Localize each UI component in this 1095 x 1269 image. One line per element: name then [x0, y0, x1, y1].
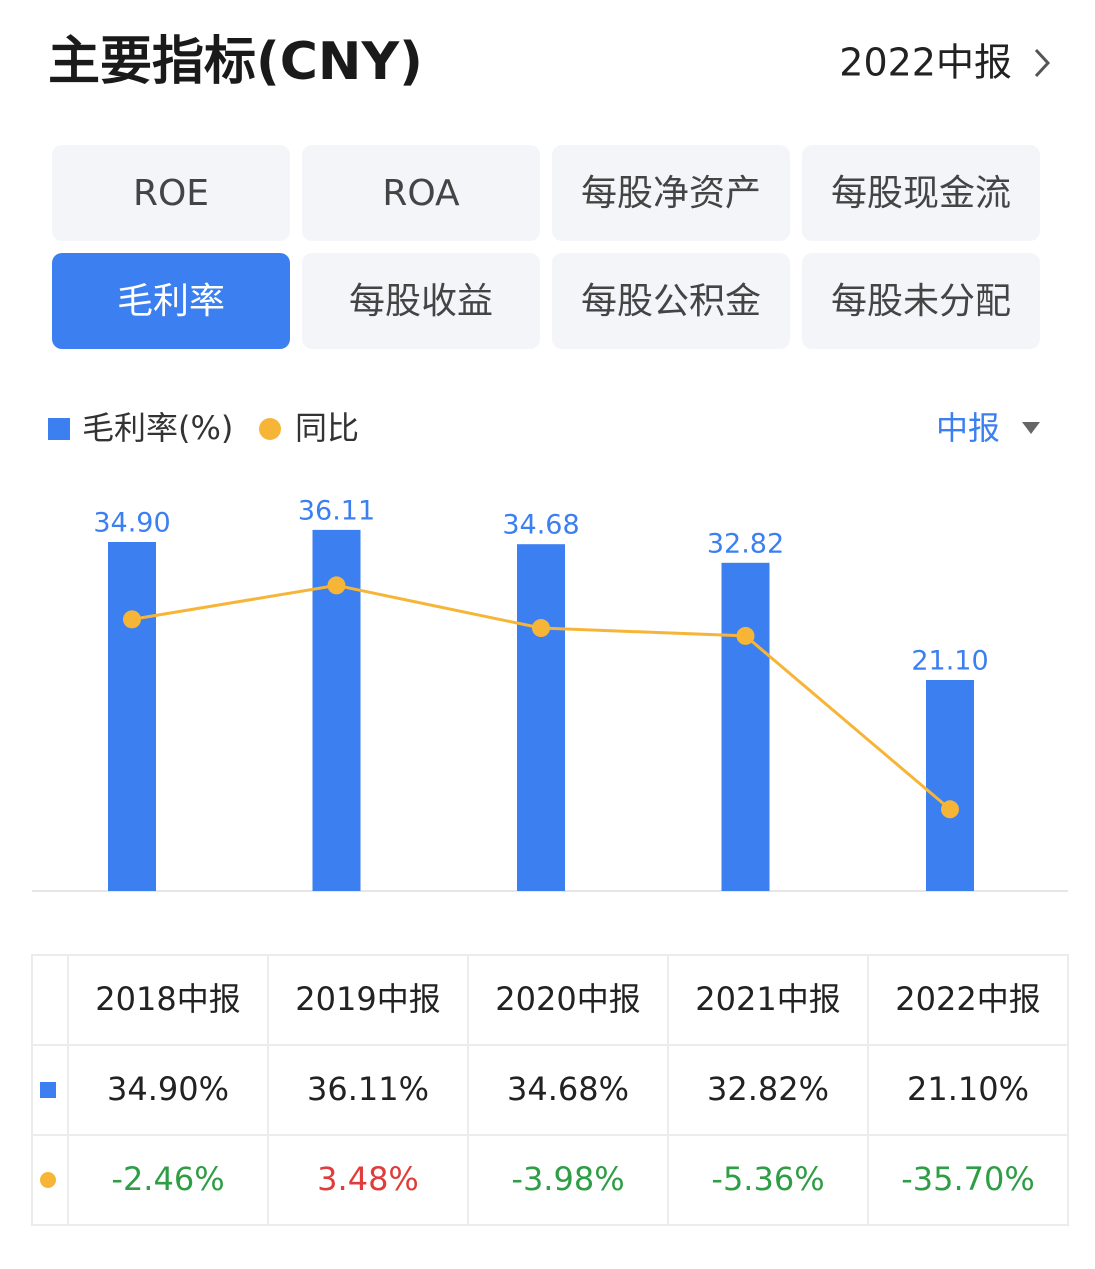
table-header: 2021中报: [695, 980, 840, 1018]
period[interactable]: 2022中报: [839, 41, 1012, 85]
period-selector[interactable]: 中报: [936, 409, 1000, 447]
data-label: 34.68: [502, 510, 579, 541]
table-header: 2018中报: [95, 980, 240, 1018]
bar: [926, 680, 974, 891]
yoy-point: [941, 800, 959, 819]
table-cell: 34.68%: [507, 1070, 629, 1108]
title: 主要指标(CNY): [48, 32, 423, 92]
legend-swatch: [48, 418, 70, 440]
tab-label[interactable]: 每股公积金: [581, 281, 761, 322]
tab[interactable]: [552, 145, 790, 241]
tab[interactable]: [552, 253, 790, 349]
tab-label[interactable]: 每股现金流: [831, 173, 1011, 214]
tab-label[interactable]: ROE: [133, 173, 209, 214]
tab[interactable]: [802, 253, 1040, 349]
yoy-point: [736, 626, 755, 645]
row-marker: [40, 1082, 56, 1098]
chevron[interactable]: [1034, 48, 1051, 78]
table-cell: 34.90%: [107, 1070, 229, 1108]
table-cell: 21.10%: [907, 1070, 1029, 1108]
tab[interactable]: [802, 145, 1040, 241]
tab[interactable]: [52, 145, 290, 241]
table-frame: [31, 954, 1069, 1226]
data-label: 32.82: [707, 528, 784, 559]
table-cell: -35.70%: [901, 1160, 1035, 1198]
tab[interactable]: [52, 253, 290, 349]
table-cell: 3.48%: [317, 1160, 419, 1198]
tab-label[interactable]: 毛利率: [117, 281, 225, 322]
yoy-point: [327, 576, 346, 595]
tab-label[interactable]: 每股净资产: [581, 173, 761, 214]
table-cell: -3.98%: [511, 1160, 624, 1198]
dropdown-arrow[interactable]: [1022, 422, 1040, 434]
table-cell: 36.11%: [307, 1070, 429, 1108]
data-label: 36.11: [298, 495, 375, 526]
bar: [108, 542, 156, 891]
table-header: 2020中报: [495, 980, 640, 1018]
tab-label[interactable]: ROA: [382, 173, 460, 214]
tab-label[interactable]: 每股未分配: [831, 281, 1011, 322]
table-header: 2022中报: [895, 980, 1040, 1018]
legend-swatch: [259, 418, 281, 440]
data-label: 34.90: [93, 508, 170, 539]
bar: [721, 562, 770, 891]
table-cell: 32.82%: [707, 1070, 829, 1108]
row-marker: [40, 1172, 56, 1188]
legend-label: 同比: [295, 409, 359, 447]
table-cell: -2.46%: [111, 1160, 224, 1198]
data-label: 21.10: [911, 646, 988, 677]
tab-label[interactable]: 每股收益: [349, 281, 493, 322]
yoy-point: [532, 619, 550, 638]
legend-label: 毛利率(%): [82, 409, 233, 447]
tab[interactable]: [302, 145, 540, 241]
bar: [517, 544, 565, 891]
tab[interactable]: [302, 253, 540, 349]
table-cell: -5.36%: [711, 1160, 824, 1198]
yoy-point: [123, 610, 141, 629]
table-header: 2019中报: [295, 980, 440, 1018]
